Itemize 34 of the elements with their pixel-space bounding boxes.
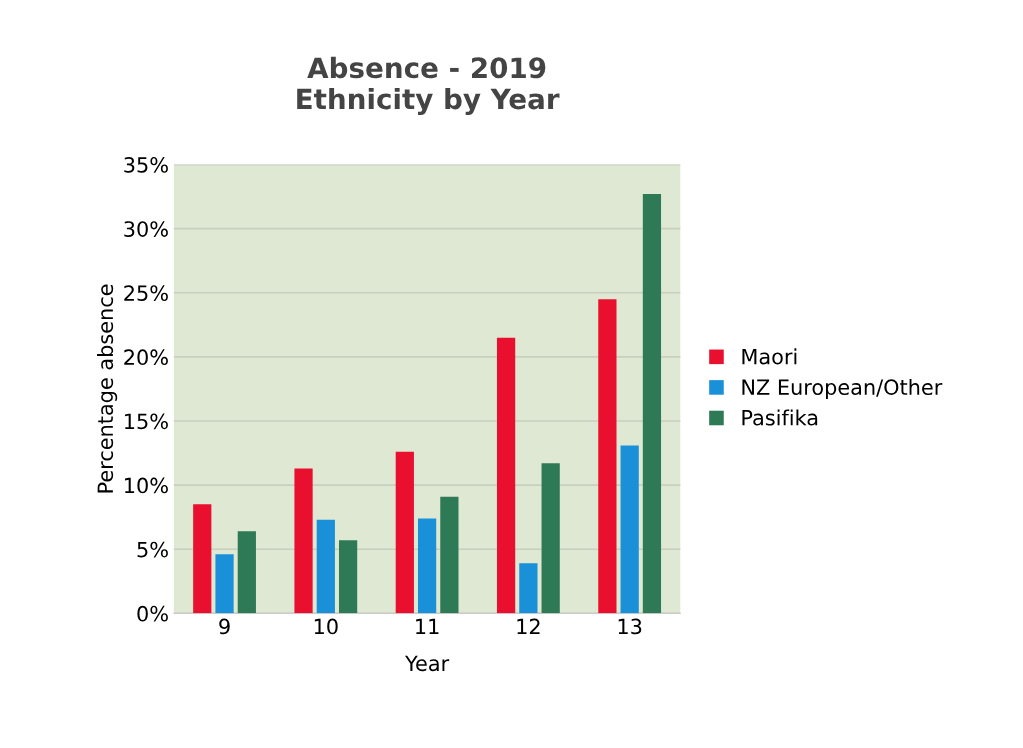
x-axis-title: Year	[405, 655, 450, 672]
bar	[316, 519, 335, 614]
bar	[338, 540, 358, 614]
y-tick-label: 10%	[125, 477, 168, 494]
bar	[541, 463, 560, 614]
x-tick-label: 12	[517, 618, 540, 635]
bar	[193, 504, 212, 614]
bar	[294, 468, 313, 614]
legend-label: NZ European/Other	[742, 378, 943, 400]
x-tick-label: 9	[219, 618, 230, 635]
bar	[440, 496, 459, 614]
y-axis-title: Percentage absence	[97, 284, 118, 493]
x-tick-label: 10	[314, 618, 338, 635]
legend-label: Pasifika	[742, 409, 818, 426]
legend-label: Maori	[742, 348, 797, 365]
x-tick-label: 13	[618, 618, 642, 635]
bar	[237, 531, 256, 614]
bar	[496, 337, 516, 614]
bar	[417, 518, 437, 614]
bar	[215, 554, 234, 614]
bar	[395, 451, 414, 614]
y-tick-label: 0%	[137, 605, 168, 622]
y-tick-label: 35%	[124, 157, 168, 173]
x-tick-label: 11	[416, 618, 439, 635]
bar	[598, 299, 617, 614]
y-tick-label: 15%	[125, 413, 168, 430]
bar	[620, 445, 639, 614]
y-tick-label: 5%	[137, 541, 168, 558]
y-tick-label: 20%	[124, 349, 168, 366]
y-tick-label: 30%	[124, 221, 168, 237]
chart-title: Absence - 2019 Ethnicity by Year	[297, 56, 560, 115]
bar	[519, 563, 538, 614]
bar	[642, 194, 662, 614]
y-tick-label: 25%	[124, 285, 168, 301]
